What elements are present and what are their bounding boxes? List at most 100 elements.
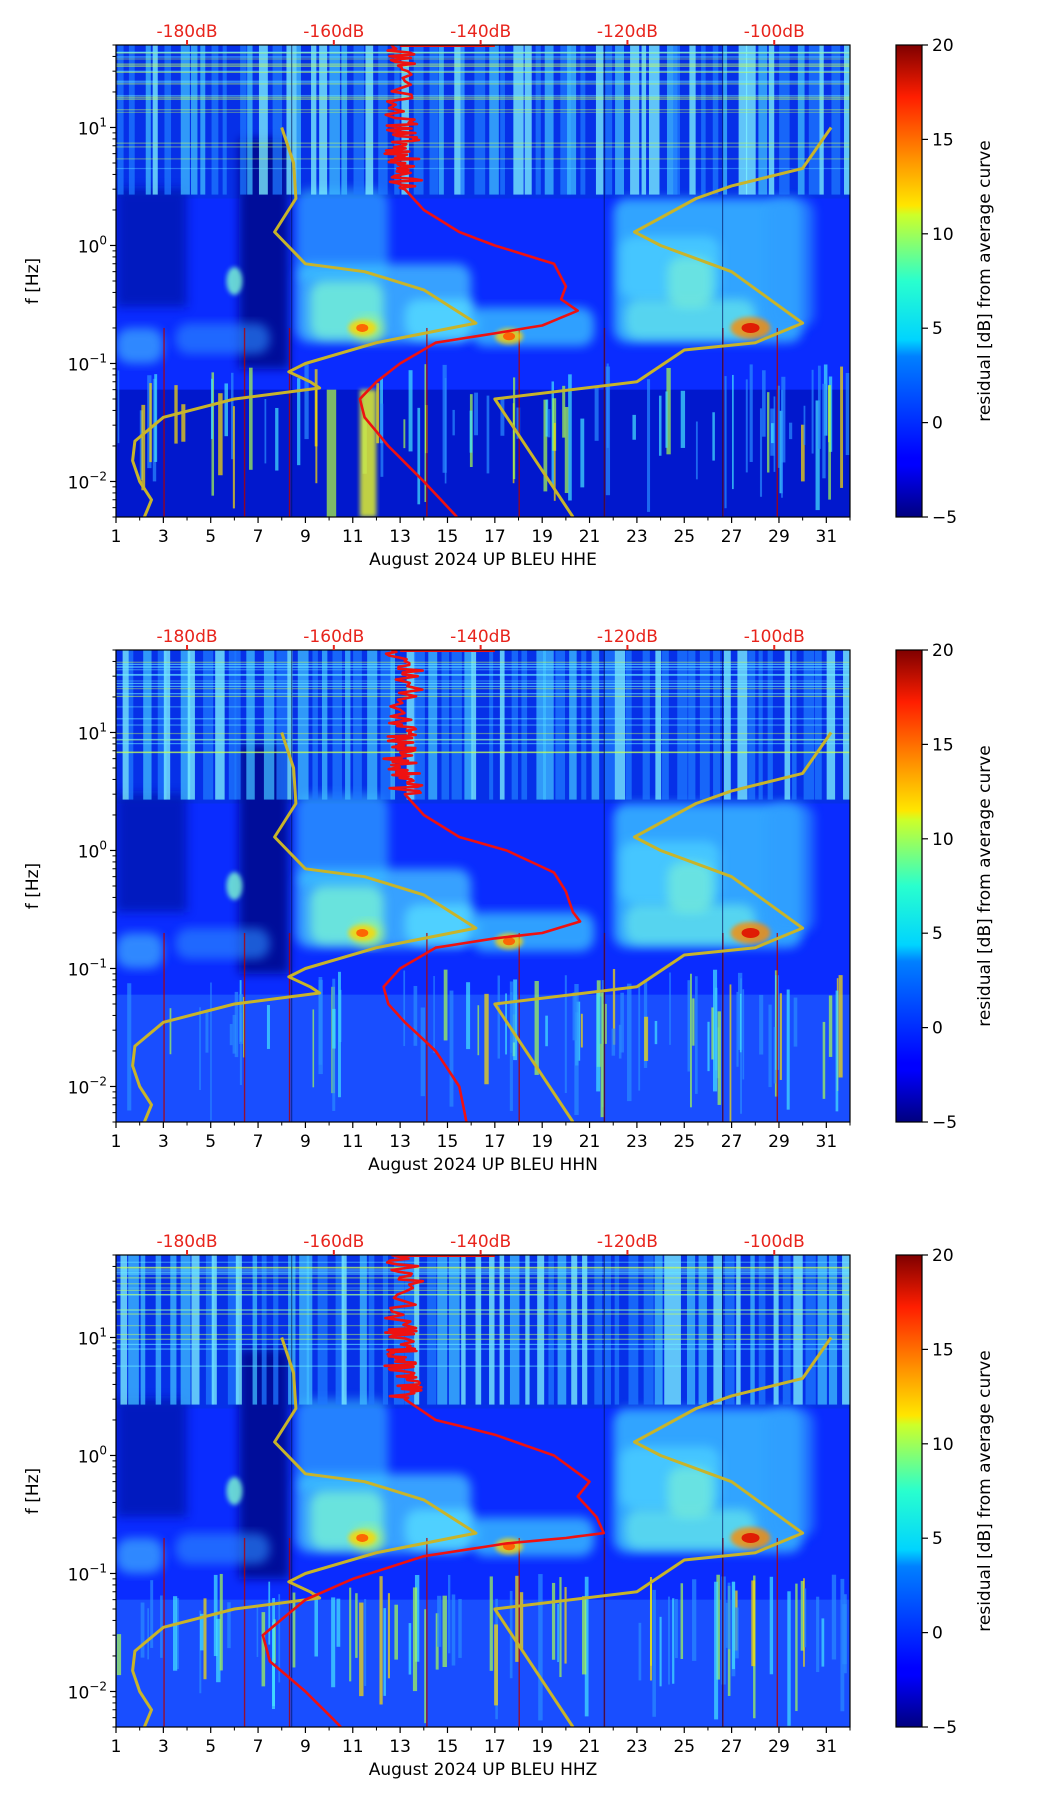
noise-stripe bbox=[335, 1255, 345, 1405]
low-streak bbox=[731, 374, 734, 490]
y-tick-label: 100 bbox=[78, 233, 107, 257]
noise-stripe bbox=[296, 45, 301, 195]
gap-line bbox=[603, 45, 605, 517]
noise-stripe bbox=[312, 650, 318, 800]
x-tick-label: 13 bbox=[389, 1132, 411, 1152]
low-streak bbox=[736, 991, 739, 1067]
noise-stripe bbox=[614, 1255, 620, 1405]
x-tick-label: 9 bbox=[300, 527, 311, 547]
noise-stripe bbox=[145, 45, 151, 195]
transient-line bbox=[288, 932, 291, 1122]
x-axis: 1 3 5 7 9 11 13 15 17 19 21 23 25 27 29 31 bbox=[111, 517, 851, 547]
tone-line bbox=[116, 1272, 850, 1274]
x-tick-label: 5 bbox=[205, 1132, 216, 1152]
gap-line bbox=[291, 1255, 293, 1727]
tone-line bbox=[116, 674, 850, 676]
noise-stripe bbox=[122, 650, 129, 800]
noise-stripe bbox=[128, 45, 135, 195]
y-axis-label: f [Hz] bbox=[23, 863, 43, 909]
noise-stripe bbox=[180, 650, 191, 800]
noise-stripe bbox=[414, 1255, 420, 1405]
gap-line bbox=[291, 650, 293, 1122]
noise-stripe bbox=[641, 45, 647, 195]
low-streak bbox=[264, 398, 267, 464]
noise-stripe bbox=[227, 1255, 239, 1405]
x-tick-label: 3 bbox=[158, 1737, 169, 1757]
low-streak bbox=[551, 1582, 556, 1660]
low-streak bbox=[680, 1583, 684, 1659]
low-streak bbox=[297, 378, 301, 466]
db-tick-label: -180dB bbox=[157, 22, 218, 42]
yellow-curve-b bbox=[493, 1336, 833, 1727]
x-tick-label: 5 bbox=[205, 527, 216, 547]
low-streak bbox=[652, 1589, 656, 1717]
low-streak bbox=[414, 1574, 420, 1662]
tone-line bbox=[116, 669, 850, 671]
low-streak bbox=[376, 383, 380, 444]
low-streak bbox=[173, 1596, 178, 1671]
noise-stripe bbox=[548, 1255, 554, 1405]
noise-stripe bbox=[758, 45, 768, 195]
noise-stripe bbox=[297, 650, 309, 800]
noise-stripe bbox=[773, 1255, 779, 1405]
low-streak bbox=[724, 376, 727, 509]
noise-stripe bbox=[643, 1255, 654, 1405]
noise-stripe bbox=[211, 1255, 217, 1405]
noise-stripe bbox=[544, 45, 554, 195]
noise-stripe bbox=[180, 45, 190, 195]
noise-stripe bbox=[240, 45, 247, 195]
noise-stripe bbox=[187, 650, 195, 800]
noise-stripe bbox=[499, 1255, 505, 1405]
x-axis: 1 3 5 7 9 11 13 15 17 19 21 23 25 27 29 31 bbox=[111, 1727, 851, 1757]
noise-stripe bbox=[666, 45, 678, 195]
tone-line bbox=[116, 1289, 850, 1291]
low-streak bbox=[433, 976, 435, 1054]
red-psd-curve bbox=[261, 1255, 606, 1727]
tone-line bbox=[116, 1277, 850, 1279]
low-streak bbox=[580, 1013, 583, 1048]
low-streak bbox=[451, 1594, 456, 1666]
tone-line bbox=[116, 706, 850, 708]
noise-stripe bbox=[117, 45, 124, 195]
noise-stripe bbox=[365, 45, 374, 195]
colorbar: 20 15 10 5 0 −5 residual [dB] from average cur… bbox=[895, 36, 995, 528]
low-streak bbox=[203, 1598, 207, 1680]
tone-line bbox=[116, 81, 850, 84]
yellow-curve-b bbox=[493, 126, 833, 517]
colorbar-tick-label: 15 bbox=[932, 130, 954, 150]
low-streak bbox=[443, 969, 448, 1041]
tone-line bbox=[116, 167, 850, 170]
colorbar-tick-label: 0 bbox=[932, 1624, 943, 1644]
noise-stripe bbox=[595, 45, 604, 195]
noise-stripe bbox=[380, 650, 392, 800]
noise-stripe bbox=[722, 45, 728, 195]
low-streak bbox=[611, 1028, 616, 1056]
noise-stripe bbox=[329, 45, 340, 195]
db-tick-label: -180dB bbox=[157, 1232, 218, 1252]
energy-blob bbox=[404, 1509, 479, 1550]
low-streak bbox=[687, 980, 690, 1072]
x-tick-label: 21 bbox=[579, 527, 601, 547]
red-psd-curve bbox=[382, 650, 582, 1122]
energy-blob bbox=[667, 1466, 713, 1518]
low-streak bbox=[275, 407, 279, 471]
noise-stripe bbox=[345, 650, 351, 800]
noise-stripe bbox=[368, 1255, 375, 1405]
noise-stripe bbox=[489, 1255, 495, 1405]
db-tick-label: -120dB bbox=[597, 627, 658, 647]
low-streak bbox=[680, 390, 686, 448]
gap-line bbox=[722, 1255, 724, 1727]
low-streak bbox=[511, 1002, 516, 1043]
low-streak bbox=[116, 1634, 122, 1676]
noise-stripe bbox=[353, 650, 362, 800]
noise-stripe bbox=[317, 1255, 328, 1405]
colorbar-label: residual [dB] from average curve bbox=[975, 1350, 995, 1631]
low-streak bbox=[318, 979, 323, 1075]
yellow-curve-a bbox=[131, 127, 478, 517]
low-streak bbox=[817, 365, 821, 449]
transient-line bbox=[243, 327, 246, 517]
noise-stripe bbox=[628, 1255, 639, 1405]
noise-stripe bbox=[536, 650, 546, 800]
noise-stripe bbox=[569, 650, 577, 800]
tone-line bbox=[116, 1313, 850, 1315]
